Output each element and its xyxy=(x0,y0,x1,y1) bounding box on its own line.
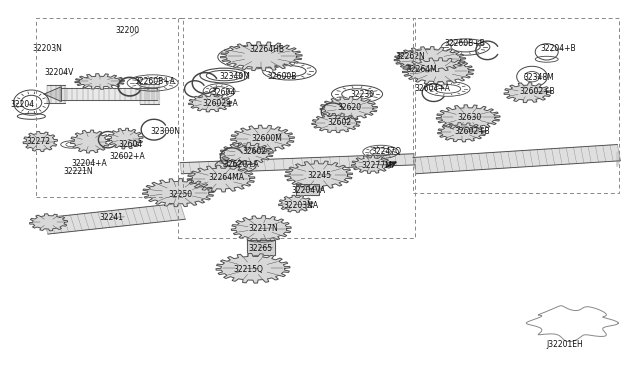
Bar xyxy=(36,19,182,197)
Polygon shape xyxy=(220,142,273,164)
Polygon shape xyxy=(285,161,353,189)
Polygon shape xyxy=(296,184,319,195)
Text: 32230: 32230 xyxy=(351,90,375,99)
Text: 32204+B: 32204+B xyxy=(540,44,576,52)
Text: 32272: 32272 xyxy=(26,137,50,146)
Text: 32264M: 32264M xyxy=(406,65,437,74)
Text: 32262N: 32262N xyxy=(396,52,425,61)
Polygon shape xyxy=(230,125,294,152)
Polygon shape xyxy=(23,132,58,151)
Text: 32221N: 32221N xyxy=(63,167,93,176)
Polygon shape xyxy=(108,128,143,149)
Text: 32200: 32200 xyxy=(116,26,140,35)
Text: 32264HB: 32264HB xyxy=(250,45,285,54)
Text: 32340M: 32340M xyxy=(219,72,250,81)
Text: 32260B+B: 32260B+B xyxy=(445,39,485,48)
Polygon shape xyxy=(180,154,415,174)
Text: 32260B+A: 32260B+A xyxy=(135,77,175,86)
Polygon shape xyxy=(438,123,486,142)
Text: 32300N: 32300N xyxy=(151,126,180,136)
Text: 32602+B: 32602+B xyxy=(519,87,555,96)
Text: 32600M: 32600M xyxy=(251,134,282,143)
Polygon shape xyxy=(312,113,360,133)
Bar xyxy=(413,19,619,193)
Text: 32604: 32604 xyxy=(119,140,143,149)
Polygon shape xyxy=(394,46,465,72)
Polygon shape xyxy=(70,130,110,153)
Polygon shape xyxy=(44,87,61,102)
Polygon shape xyxy=(47,85,65,103)
Ellipse shape xyxy=(247,237,275,242)
Text: 32600B: 32600B xyxy=(268,72,297,81)
Polygon shape xyxy=(504,83,551,103)
Polygon shape xyxy=(29,214,68,231)
Text: 32250: 32250 xyxy=(168,190,192,199)
Text: 32204V: 32204V xyxy=(44,68,74,77)
Text: 32264MA: 32264MA xyxy=(208,173,244,182)
Text: 32602+A: 32602+A xyxy=(109,152,145,161)
Polygon shape xyxy=(278,195,313,212)
Text: 32217N: 32217N xyxy=(248,224,278,233)
Text: 32604+A: 32604+A xyxy=(415,84,451,93)
Polygon shape xyxy=(617,152,620,167)
Text: 32277M: 32277M xyxy=(362,161,392,170)
Text: 32348M: 32348M xyxy=(523,73,554,82)
Text: 32203NA: 32203NA xyxy=(283,201,318,210)
Ellipse shape xyxy=(296,182,319,186)
Text: 32245: 32245 xyxy=(307,171,332,180)
Text: 32604: 32604 xyxy=(211,88,236,97)
Text: 32204VA: 32204VA xyxy=(291,186,325,195)
Polygon shape xyxy=(413,145,620,174)
Text: 32630: 32630 xyxy=(458,113,481,122)
Polygon shape xyxy=(188,94,232,112)
Text: J32201EH: J32201EH xyxy=(547,340,584,349)
Polygon shape xyxy=(187,165,255,192)
Polygon shape xyxy=(220,42,302,71)
Bar xyxy=(178,19,415,238)
Polygon shape xyxy=(231,216,291,241)
Polygon shape xyxy=(44,222,49,231)
Polygon shape xyxy=(43,203,185,234)
Text: 32620: 32620 xyxy=(338,103,362,112)
Text: 32602+A: 32602+A xyxy=(202,99,238,108)
Polygon shape xyxy=(403,58,474,84)
Text: 32247Q: 32247Q xyxy=(371,147,401,156)
Text: 32265: 32265 xyxy=(248,244,273,253)
Polygon shape xyxy=(351,155,391,173)
Polygon shape xyxy=(143,179,214,207)
Text: 32203N: 32203N xyxy=(33,44,63,53)
Text: 32204+A: 32204+A xyxy=(71,158,107,167)
Polygon shape xyxy=(61,88,157,100)
Text: 32602+B: 32602+B xyxy=(454,126,490,136)
Polygon shape xyxy=(75,74,125,89)
Text: 32215Q: 32215Q xyxy=(234,265,264,274)
Polygon shape xyxy=(140,84,159,105)
Text: 32204: 32204 xyxy=(10,100,35,109)
Text: 32241: 32241 xyxy=(100,213,124,222)
Polygon shape xyxy=(436,105,500,130)
Polygon shape xyxy=(247,240,275,254)
Polygon shape xyxy=(320,97,378,120)
Polygon shape xyxy=(216,253,290,283)
Text: 32602: 32602 xyxy=(242,147,266,156)
Text: 32620+A: 32620+A xyxy=(223,160,259,169)
Text: 32602: 32602 xyxy=(328,118,352,127)
